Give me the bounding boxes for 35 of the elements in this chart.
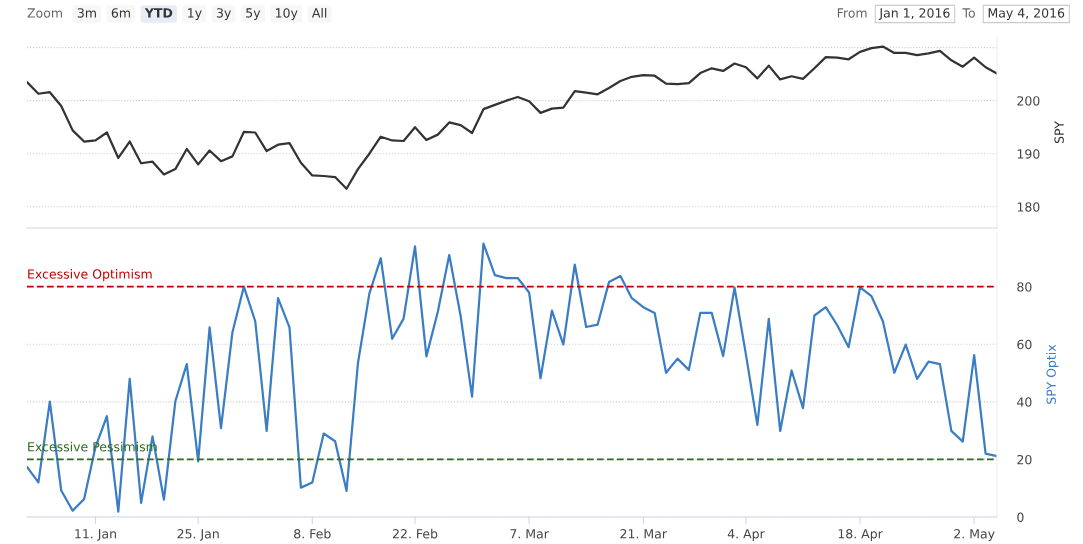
text: YTD — [144, 8, 173, 18]
x-tick-label: 2. May — [954, 529, 995, 541]
y-tick-label: 180 — [1017, 202, 1040, 212]
text: 5y — [246, 8, 261, 21]
y-tick-label: 40 — [1017, 397, 1032, 407]
y-axis-title: SPY Optix — [1046, 344, 1059, 404]
text: Zoom — [27, 8, 62, 18]
y-tick-label: 20 — [1017, 454, 1032, 465]
y-tick-label: 0 — [1017, 512, 1024, 522]
x-tick-label: 8. Feb — [294, 528, 331, 539]
text: 3y — [216, 8, 231, 21]
line-series — [27, 45, 997, 190]
ref-line-label: Excessive Optimism — [28, 269, 152, 282]
line-series — [27, 242, 997, 513]
x-tick-label: 4. Apr — [727, 529, 765, 541]
text: To — [962, 8, 975, 18]
x-tick-label: 7. Mar — [510, 529, 549, 539]
text: 10y — [276, 8, 298, 21]
text: Jan 1, 2016 — [878, 8, 950, 20]
text: May 4, 2016 — [988, 8, 1065, 21]
text: 3m — [77, 8, 96, 18]
x-tick-label: 22. Feb — [392, 528, 438, 539]
y-tick-label: 80 — [1017, 282, 1032, 292]
text: 1y — [188, 8, 202, 21]
y-tick-label: 200 — [1017, 96, 1040, 106]
y-tick-label: 190 — [1017, 149, 1040, 159]
x-tick-label: 11. Jan — [75, 529, 116, 541]
y-tick-label: 60 — [1017, 339, 1032, 350]
x-tick-label: 18. Apr — [838, 529, 883, 541]
text: From — [837, 8, 867, 18]
x-tick-label: 21. Mar — [620, 529, 667, 539]
y-axis-title: SPY — [1054, 121, 1064, 144]
text: 6m — [111, 8, 130, 18]
x-tick-label: 25. Jan — [177, 529, 219, 541]
text: All — [311, 7, 327, 18]
